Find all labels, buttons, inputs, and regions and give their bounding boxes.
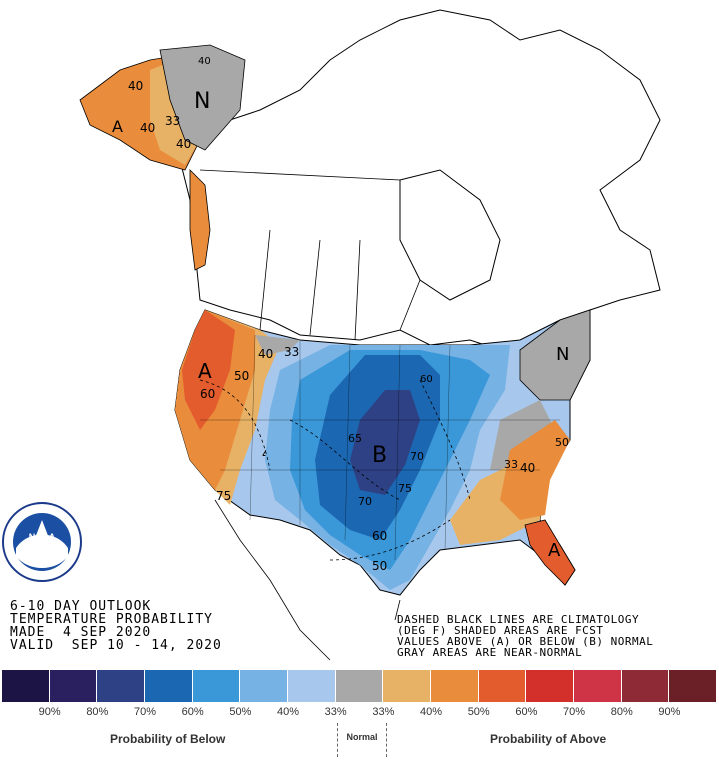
province-lines	[199, 169, 421, 341]
west-gray	[255, 335, 300, 355]
west-50-label: 50	[234, 369, 249, 383]
outlook-title: 6-10 DAY OUTLOOK TEMPERATURE PROBABILITY…	[10, 600, 222, 652]
legend-swatch	[49, 670, 98, 702]
alaska-above-label: A	[112, 117, 123, 136]
florida-above	[524, 519, 576, 586]
legend-swatch	[2, 670, 50, 702]
alaska-c40-label: 40	[198, 56, 211, 67]
probability-legend-bar	[2, 670, 718, 702]
hudson-bay	[399, 169, 501, 301]
outlook-notes: DASHED BLACK LINES ARE CLIMATOLOGY (DEG …	[397, 614, 653, 658]
se-50-label: 50	[555, 436, 569, 449]
legend-label: 70%	[563, 706, 586, 718]
legend-label: 60%	[181, 706, 204, 718]
northeast-gray	[519, 309, 591, 401]
noaa-logo-text: NOAA	[29, 532, 56, 542]
alaska-c40-label: 40	[176, 137, 191, 151]
state-lines	[200, 334, 560, 561]
west-60-label: 60	[200, 387, 215, 401]
central-70-label: 70	[410, 450, 424, 463]
noaa-logo: NOAA	[2, 502, 82, 582]
legend-label: 60%	[515, 706, 538, 718]
west-above-label: A	[198, 359, 212, 383]
legend-swatch	[240, 670, 289, 702]
central-75-label: 75	[398, 482, 412, 495]
legend-swatch	[431, 670, 479, 702]
legend-label: 40%	[277, 706, 300, 718]
note-line-1: DASHED BLACK LINES ARE CLIMATOLOGY	[397, 613, 640, 626]
legend-swatch	[288, 670, 336, 702]
climatology-lines	[199, 379, 471, 561]
note-line-3: VALUES ABOVE (A) OR BELOW (B) NORMAL	[397, 635, 654, 648]
probability-legend-labels: 90% 80% 70% 60% 50% 40% 33% 33% 40% 50% 60% 70% 80% 9…	[2, 706, 717, 718]
west-40-label: 40	[258, 347, 273, 361]
central-below-70	[350, 390, 420, 495]
legend-swatch	[526, 670, 575, 702]
above-caption: Probability of Above	[490, 732, 607, 746]
title-line-2: TEMPERATURE PROBABILITY	[10, 612, 214, 627]
legend-swatch	[97, 670, 146, 702]
note-line-4: GRAY AREAS ARE NEAR-NORMAL	[397, 646, 583, 659]
central-65-label: 65	[348, 432, 362, 445]
legend-label: 70%	[133, 706, 157, 718]
note-line-2: (DEG F) SHADED AREAS ARE FCST	[397, 624, 604, 637]
bc-coast-orange	[189, 169, 211, 271]
se-33-label: 33	[504, 458, 518, 471]
se-40-label: 40	[520, 461, 535, 475]
west-75-label: 75	[216, 489, 231, 503]
legend-label: 50%	[229, 706, 252, 718]
alaska-normal-label: N	[194, 89, 210, 114]
title-line-1: 6-10 DAY OUTLOOK	[10, 599, 152, 614]
central-60-label: 60	[420, 374, 433, 385]
central-50-label: 50	[372, 559, 387, 573]
legend-label: 90%	[38, 706, 61, 718]
legend-label: 33%	[372, 706, 395, 718]
alaska-c40-label: 40	[128, 79, 143, 93]
legend-swatch	[192, 670, 241, 702]
mid-atlantic-gray	[490, 400, 555, 470]
outlook-map: N 40 40 33 40 40 A A 50 60 40 33 40 75 B…	[2, 9, 661, 661]
legend-swatch	[478, 670, 527, 702]
florida-above-label: A	[548, 540, 561, 561]
northeast-normal-label: N	[556, 344, 569, 365]
mexico-outline	[214, 499, 401, 661]
central-below-label: B	[372, 443, 387, 468]
central-70-label: 70	[358, 495, 372, 508]
normal-caption-box: Normal	[337, 723, 387, 757]
title-line-4: VALID SEP 10 - 14, 2020	[10, 638, 222, 653]
legend-label: 33%	[324, 706, 347, 718]
central-60-label: 60	[372, 529, 387, 543]
legend-swatch	[621, 670, 670, 702]
west-33-label: 33	[284, 345, 299, 359]
alaska-gray	[159, 44, 246, 151]
legend-swatch	[145, 670, 193, 702]
legend-label: 80%	[86, 706, 109, 718]
legend-swatch	[335, 670, 384, 702]
legend-label: 80%	[610, 706, 633, 718]
legend-swatch	[574, 670, 622, 702]
below-caption: Probability of Below	[110, 732, 226, 746]
legend-label: 50%	[467, 706, 490, 718]
legend-swatch	[383, 670, 432, 702]
legend-swatch	[669, 670, 718, 702]
alaska-c40-label: 40	[140, 121, 155, 135]
west-above-strong	[182, 310, 235, 430]
title-line-3: MADE 4 SEP 2020	[10, 625, 152, 640]
normal-caption: Normal	[346, 732, 378, 742]
legend-label: 90%	[658, 706, 681, 718]
alaska-c33-label: 33	[165, 114, 180, 128]
legend-label: 40%	[420, 706, 443, 718]
